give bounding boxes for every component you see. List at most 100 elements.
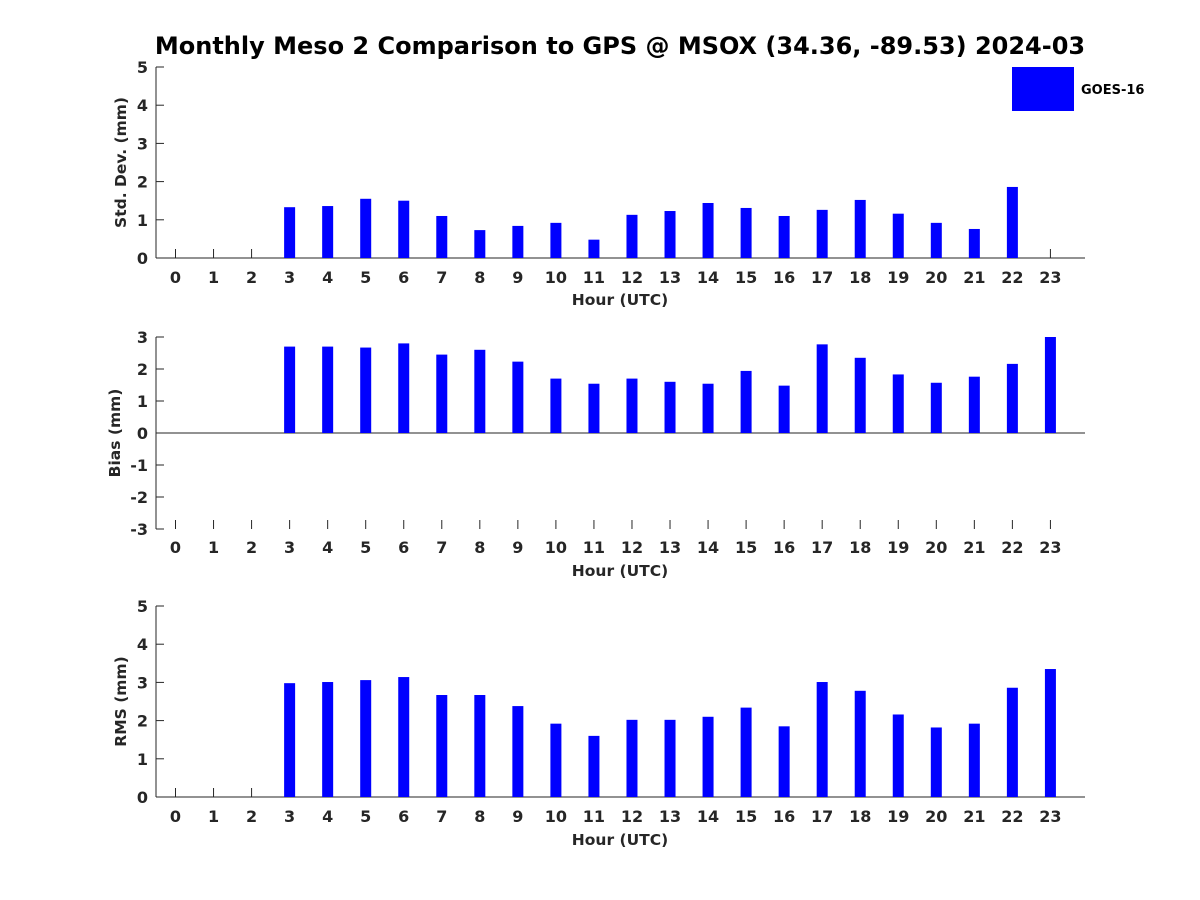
bar <box>626 214 638 258</box>
x-tick-label: 9 <box>512 268 523 287</box>
bar <box>398 343 410 433</box>
x-tick-label: 0 <box>170 268 181 287</box>
x-tick-label: 0 <box>170 538 181 557</box>
x-tick-label: 4 <box>322 268 333 287</box>
x-tick-label: 16 <box>773 807 795 826</box>
x-tick-label: 5 <box>360 807 371 826</box>
x-tick-label: 18 <box>849 807 871 826</box>
y-tick-label: 0 <box>137 788 148 807</box>
bar <box>626 378 638 433</box>
legend: GOES-16 <box>1012 67 1144 111</box>
bar <box>284 346 296 433</box>
bar <box>436 354 448 433</box>
bar <box>398 677 410 797</box>
bar <box>626 719 638 797</box>
bar <box>816 682 828 797</box>
x-tick-label: 3 <box>284 807 295 826</box>
bar <box>284 683 296 797</box>
bar <box>778 726 790 797</box>
x-tick-label: 12 <box>621 538 643 557</box>
x-tick-label: 11 <box>583 807 605 826</box>
bar <box>968 376 980 433</box>
x-tick-label: 8 <box>474 807 485 826</box>
x-tick-label: 16 <box>773 268 795 287</box>
y-tick-label: -3 <box>130 520 148 539</box>
bar <box>360 198 372 258</box>
x-tick-label: 20 <box>925 268 947 287</box>
bar <box>474 349 486 433</box>
bar <box>854 690 866 797</box>
x-tick-label: 7 <box>436 807 447 826</box>
x-tick-label: 18 <box>849 538 871 557</box>
x-tick-label: 19 <box>887 538 909 557</box>
bar <box>892 714 904 797</box>
x-axis-label: Hour (UTC) <box>572 831 668 849</box>
bar <box>512 225 524 258</box>
bar <box>512 706 524 797</box>
bar <box>588 239 600 258</box>
x-tick-label: 16 <box>773 538 795 557</box>
bar <box>816 209 828 258</box>
bar <box>284 207 296 258</box>
bar <box>702 716 714 797</box>
x-tick-label: 17 <box>811 268 833 287</box>
y-tick-label: 0 <box>137 249 148 268</box>
x-tick-label: 15 <box>735 807 757 826</box>
y-tick-label: -1 <box>130 456 148 475</box>
bar <box>854 357 866 433</box>
y-tick-label: 3 <box>137 673 148 692</box>
x-tick-label: 20 <box>925 538 947 557</box>
x-tick-label: 4 <box>322 807 333 826</box>
x-tick-label: 23 <box>1039 538 1061 557</box>
x-tick-label: 13 <box>659 807 681 826</box>
x-tick-label: 1 <box>208 807 219 826</box>
y-tick-label: 4 <box>137 96 148 115</box>
bar <box>550 723 562 797</box>
x-tick-label: 1 <box>208 538 219 557</box>
x-tick-label: 7 <box>436 538 447 557</box>
x-tick-label: 4 <box>322 538 333 557</box>
x-tick-label: 9 <box>512 807 523 826</box>
bar <box>702 383 714 433</box>
y-axis-label: Bias (mm) <box>106 389 124 478</box>
bar <box>322 346 334 433</box>
x-tick-label: 6 <box>398 807 409 826</box>
legend-swatch <box>1012 67 1074 111</box>
bar <box>702 202 714 258</box>
bar <box>930 727 942 797</box>
bar <box>930 222 942 258</box>
bar <box>1006 363 1018 433</box>
x-tick-label: 9 <box>512 538 523 557</box>
chart-title: Monthly Meso 2 Comparison to GPS @ MSOX … <box>155 32 1085 60</box>
x-tick-label: 23 <box>1039 268 1061 287</box>
bar <box>398 200 410 258</box>
x-tick-label: 3 <box>284 268 295 287</box>
x-tick-label: 18 <box>849 268 871 287</box>
x-tick-label: 3 <box>284 538 295 557</box>
bar <box>778 385 790 433</box>
y-tick-label: 2 <box>137 712 148 731</box>
y-tick-label: 4 <box>137 635 148 654</box>
y-tick-label: -2 <box>130 488 148 507</box>
y-tick-label: 0 <box>137 424 148 443</box>
x-tick-label: 14 <box>697 538 719 557</box>
x-tick-label: 6 <box>398 268 409 287</box>
x-tick-label: 2 <box>246 538 257 557</box>
bar <box>968 723 980 797</box>
bar <box>436 215 448 258</box>
x-tick-label: 11 <box>583 538 605 557</box>
bar <box>322 682 334 797</box>
y-axis-label: Std. Dev. (mm) <box>112 97 130 228</box>
x-tick-label: 5 <box>360 268 371 287</box>
bar <box>322 206 334 258</box>
y-tick-label: 5 <box>137 597 148 616</box>
x-tick-label: 2 <box>246 807 257 826</box>
bar <box>740 207 752 258</box>
x-tick-label: 19 <box>887 268 909 287</box>
y-tick-label: 3 <box>137 134 148 153</box>
bar <box>588 735 600 797</box>
bar <box>436 695 448 797</box>
